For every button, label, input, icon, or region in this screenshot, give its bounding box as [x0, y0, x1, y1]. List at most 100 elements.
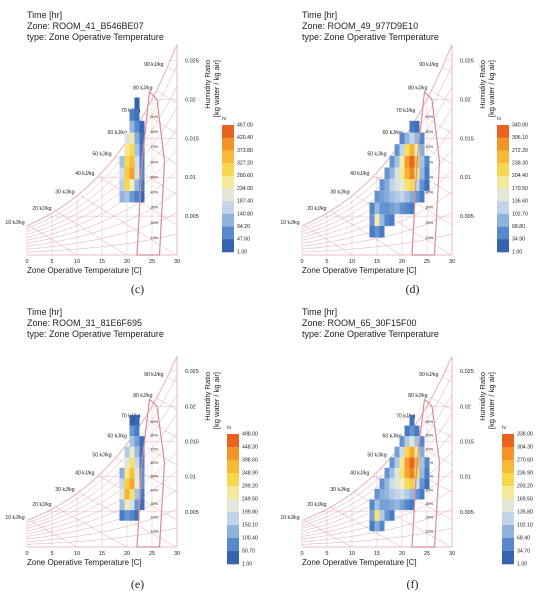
- heatmap-cell: [119, 179, 125, 191]
- x-tick-label: 15: [374, 551, 380, 557]
- heatmap-cell: [399, 488, 405, 500]
- rh-label: 90%: [151, 420, 159, 424]
- colorbar-segment: [497, 188, 509, 202]
- colorbar-segment: [227, 460, 239, 474]
- colorbar-label: 238.30: [512, 160, 528, 166]
- colorbar-unit: hr: [227, 425, 232, 431]
- heatmap-cell: [414, 132, 420, 145]
- heatmap-cell: [374, 510, 380, 521]
- heatmap-cell: [119, 499, 125, 511]
- enthalpy-line: [442, 376, 453, 383]
- rh-label: 50%: [426, 475, 434, 479]
- enthalpy-label: 90 kJ/kg: [144, 62, 163, 68]
- heatmap-cell: [379, 214, 385, 226]
- heatmap-cell: [394, 478, 400, 489]
- heatmap-cell: [394, 190, 400, 203]
- heatmap-cell: [394, 179, 400, 191]
- header-line-zone: Zone: ROOM_41_B546BE07: [27, 21, 144, 31]
- enthalpy-label: 90 kJ/kg: [419, 372, 438, 378]
- rh-label: 30%: [426, 206, 434, 210]
- enthalpy-line: [303, 519, 352, 548]
- y-tick-label: 0.015: [185, 439, 199, 445]
- colorbar-label: 467.00: [237, 122, 253, 128]
- enthalpy-label: 50 kJ/kg: [367, 151, 386, 157]
- rh-label: 10%: [151, 236, 159, 240]
- colorbar-label: 1.00: [237, 249, 247, 255]
- heatmap-cell: [394, 144, 400, 156]
- heatmap-cell: [419, 144, 425, 156]
- y-axis-label: Humidity Ratio: [203, 372, 212, 421]
- colorbar-label: 204.40: [512, 173, 528, 179]
- heatmap-cell: [389, 202, 395, 215]
- colorbar-label: 304.30: [517, 444, 533, 450]
- rh-label: 40%: [426, 191, 434, 195]
- heatmap-cell: [399, 144, 405, 156]
- rh-label: 50%: [151, 175, 159, 179]
- x-tick-label: 0: [25, 551, 28, 557]
- colorbar-label: 150.10: [242, 522, 258, 528]
- heatmap-cell: [134, 425, 140, 437]
- enthalpy-line: [419, 113, 453, 135]
- heatmap-cell: [379, 499, 385, 511]
- enthalpy-label: 50 kJ/kg: [92, 151, 111, 157]
- enthalpy-label: 80 kJ/kg: [133, 393, 152, 399]
- x-tick-label: 20: [124, 259, 130, 265]
- colorbar-segment: [222, 175, 234, 189]
- heatmap-cell: [134, 488, 140, 500]
- heatmap-cell: [404, 179, 410, 191]
- colorbar-segment: [227, 551, 239, 565]
- rh-label: 40%: [151, 488, 159, 492]
- enthalpy-line: [55, 506, 127, 548]
- colorbar-segment: [497, 137, 509, 151]
- enthalpy-label: 60 kJ/kg: [383, 130, 402, 136]
- colorbar-label: 280.60: [237, 173, 253, 179]
- heatmap-cell: [399, 202, 405, 215]
- enthalpy-line: [330, 506, 402, 548]
- heatmap-cell: [374, 520, 380, 532]
- heatmap-cell: [129, 436, 135, 447]
- enthalpy-label: 10 kJ/kg: [5, 220, 24, 226]
- heatmap-cell: [404, 467, 410, 479]
- heatmap-cell: [124, 467, 130, 479]
- heatmap-cell: [374, 488, 380, 500]
- heatmap-cell: [409, 132, 415, 145]
- enthalpy-line: [442, 66, 453, 74]
- rh-label: 60%: [151, 461, 159, 465]
- enthalpy-label: 50 kJ/kg: [92, 453, 111, 459]
- enthalpy-label: 80 kJ/kg: [408, 85, 427, 91]
- enthalpy-line: [28, 224, 77, 256]
- colorbar-label: 199.80: [242, 509, 258, 515]
- heatmap-cell: [139, 167, 145, 180]
- enthalpy-label: 60 kJ/kg: [108, 434, 127, 440]
- heatmap-cell: [409, 202, 415, 215]
- colorbar-label: 234.00: [237, 186, 253, 192]
- heatmap-cell: [404, 202, 410, 215]
- heatmap-cell: [134, 467, 140, 479]
- heatmap-cell: [404, 478, 410, 489]
- heatmap-cell: [124, 488, 130, 500]
- colorbar-segment: [497, 163, 509, 177]
- heatmap-cell: [389, 155, 395, 168]
- colorbar-label: 249.50: [242, 496, 258, 502]
- heatmap-cell: [119, 478, 125, 489]
- y-axis-label: [kg water / kg air]: [487, 60, 496, 117]
- colorbar-segment: [502, 499, 514, 513]
- colorbar-label: 306.10: [512, 135, 528, 141]
- chart-header: Time [hr] Zone: ROOM_41_B546BE07 type: Z…: [27, 10, 164, 43]
- heatmap-cell: [394, 202, 400, 215]
- y-tick-label: 0.02: [460, 404, 471, 410]
- heatmap-cell: [414, 167, 420, 180]
- heatmap-cell: [414, 425, 420, 437]
- rh-label: 10%: [426, 236, 434, 240]
- heatmap-cell: [134, 120, 140, 133]
- heatmap-cell: [409, 488, 415, 500]
- colorbar-label: 187.40: [237, 199, 253, 205]
- heatmap-cell: [129, 478, 135, 489]
- heatmap-cell: [384, 510, 390, 521]
- heatmap-cell: [419, 467, 425, 479]
- heatmap-cell: [129, 120, 135, 133]
- colorbar-label: 170.50: [512, 186, 528, 192]
- heatmap-cell: [139, 488, 145, 500]
- header-line-zone: Zone: ROOM_31_81E6F695: [27, 318, 143, 328]
- heatmap-cell: [379, 488, 385, 500]
